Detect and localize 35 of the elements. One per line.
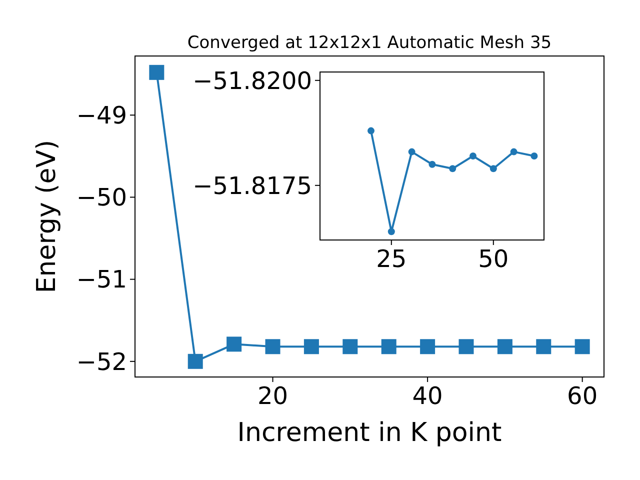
point: [304, 339, 319, 354]
point: [408, 148, 416, 156]
point: [449, 165, 456, 172]
point: [388, 228, 395, 236]
point: [381, 339, 396, 354]
point: [574, 339, 590, 354]
point: [226, 336, 242, 352]
x-tick-label: 60: [567, 382, 598, 410]
point: [368, 127, 374, 134]
y-tick-label: −51.8200: [192, 66, 312, 95]
point: [342, 339, 358, 354]
point: [470, 152, 477, 160]
y-tick-label: −49: [76, 102, 127, 130]
point: [149, 64, 164, 80]
x-tick-label: 20: [257, 382, 288, 410]
point: [497, 339, 512, 354]
x-tick-label: 25: [376, 245, 407, 274]
point: [428, 160, 436, 168]
x-tick-label: 40: [412, 382, 443, 410]
point: [536, 339, 552, 354]
chart-title: Converged at 12x12x1 Automatic Mesh 35: [187, 33, 552, 53]
point: [188, 354, 203, 369]
point: [420, 339, 436, 354]
point: [458, 339, 474, 354]
point: [510, 148, 518, 156]
point: [265, 339, 280, 354]
y-tick-label: −52: [76, 348, 127, 376]
x-axis-title: Increment in K point: [237, 418, 502, 448]
point: [490, 165, 497, 172]
y-axis-title: Energy (eV): [32, 140, 62, 294]
y-tick-label: −51.8175: [192, 172, 312, 200]
y-tick-label: −50: [76, 184, 127, 212]
x-tick-label: 50: [478, 245, 509, 274]
point: [530, 152, 538, 160]
y-tick-label: −51: [76, 266, 127, 294]
